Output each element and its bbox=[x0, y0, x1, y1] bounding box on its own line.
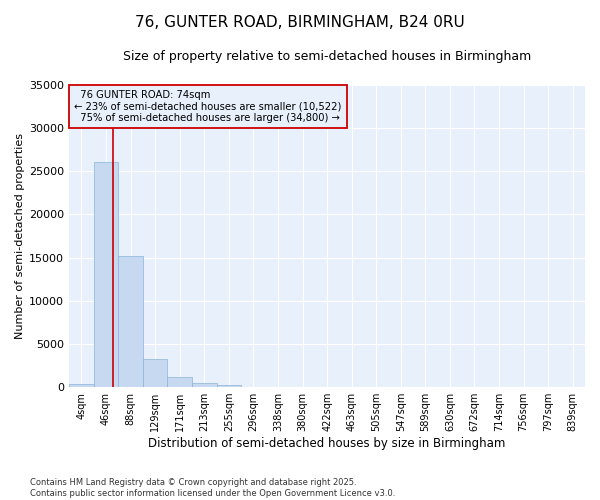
Bar bbox=[192, 383, 217, 387]
Text: 76, GUNTER ROAD, BIRMINGHAM, B24 0RU: 76, GUNTER ROAD, BIRMINGHAM, B24 0RU bbox=[135, 15, 465, 30]
Bar bbox=[143, 359, 167, 387]
Bar bbox=[217, 386, 241, 387]
Title: Size of property relative to semi-detached houses in Birmingham: Size of property relative to semi-detach… bbox=[123, 50, 531, 63]
Bar bbox=[94, 162, 118, 387]
X-axis label: Distribution of semi-detached houses by size in Birmingham: Distribution of semi-detached houses by … bbox=[148, 437, 506, 450]
Bar bbox=[69, 384, 94, 387]
Bar bbox=[167, 377, 192, 387]
Y-axis label: Number of semi-detached properties: Number of semi-detached properties bbox=[15, 133, 25, 339]
Bar bbox=[118, 256, 143, 387]
Text: Contains HM Land Registry data © Crown copyright and database right 2025.
Contai: Contains HM Land Registry data © Crown c… bbox=[30, 478, 395, 498]
Text: 76 GUNTER ROAD: 74sqm  
← 23% of semi-detached houses are smaller (10,522)
  75%: 76 GUNTER ROAD: 74sqm ← 23% of semi-deta… bbox=[74, 90, 341, 122]
